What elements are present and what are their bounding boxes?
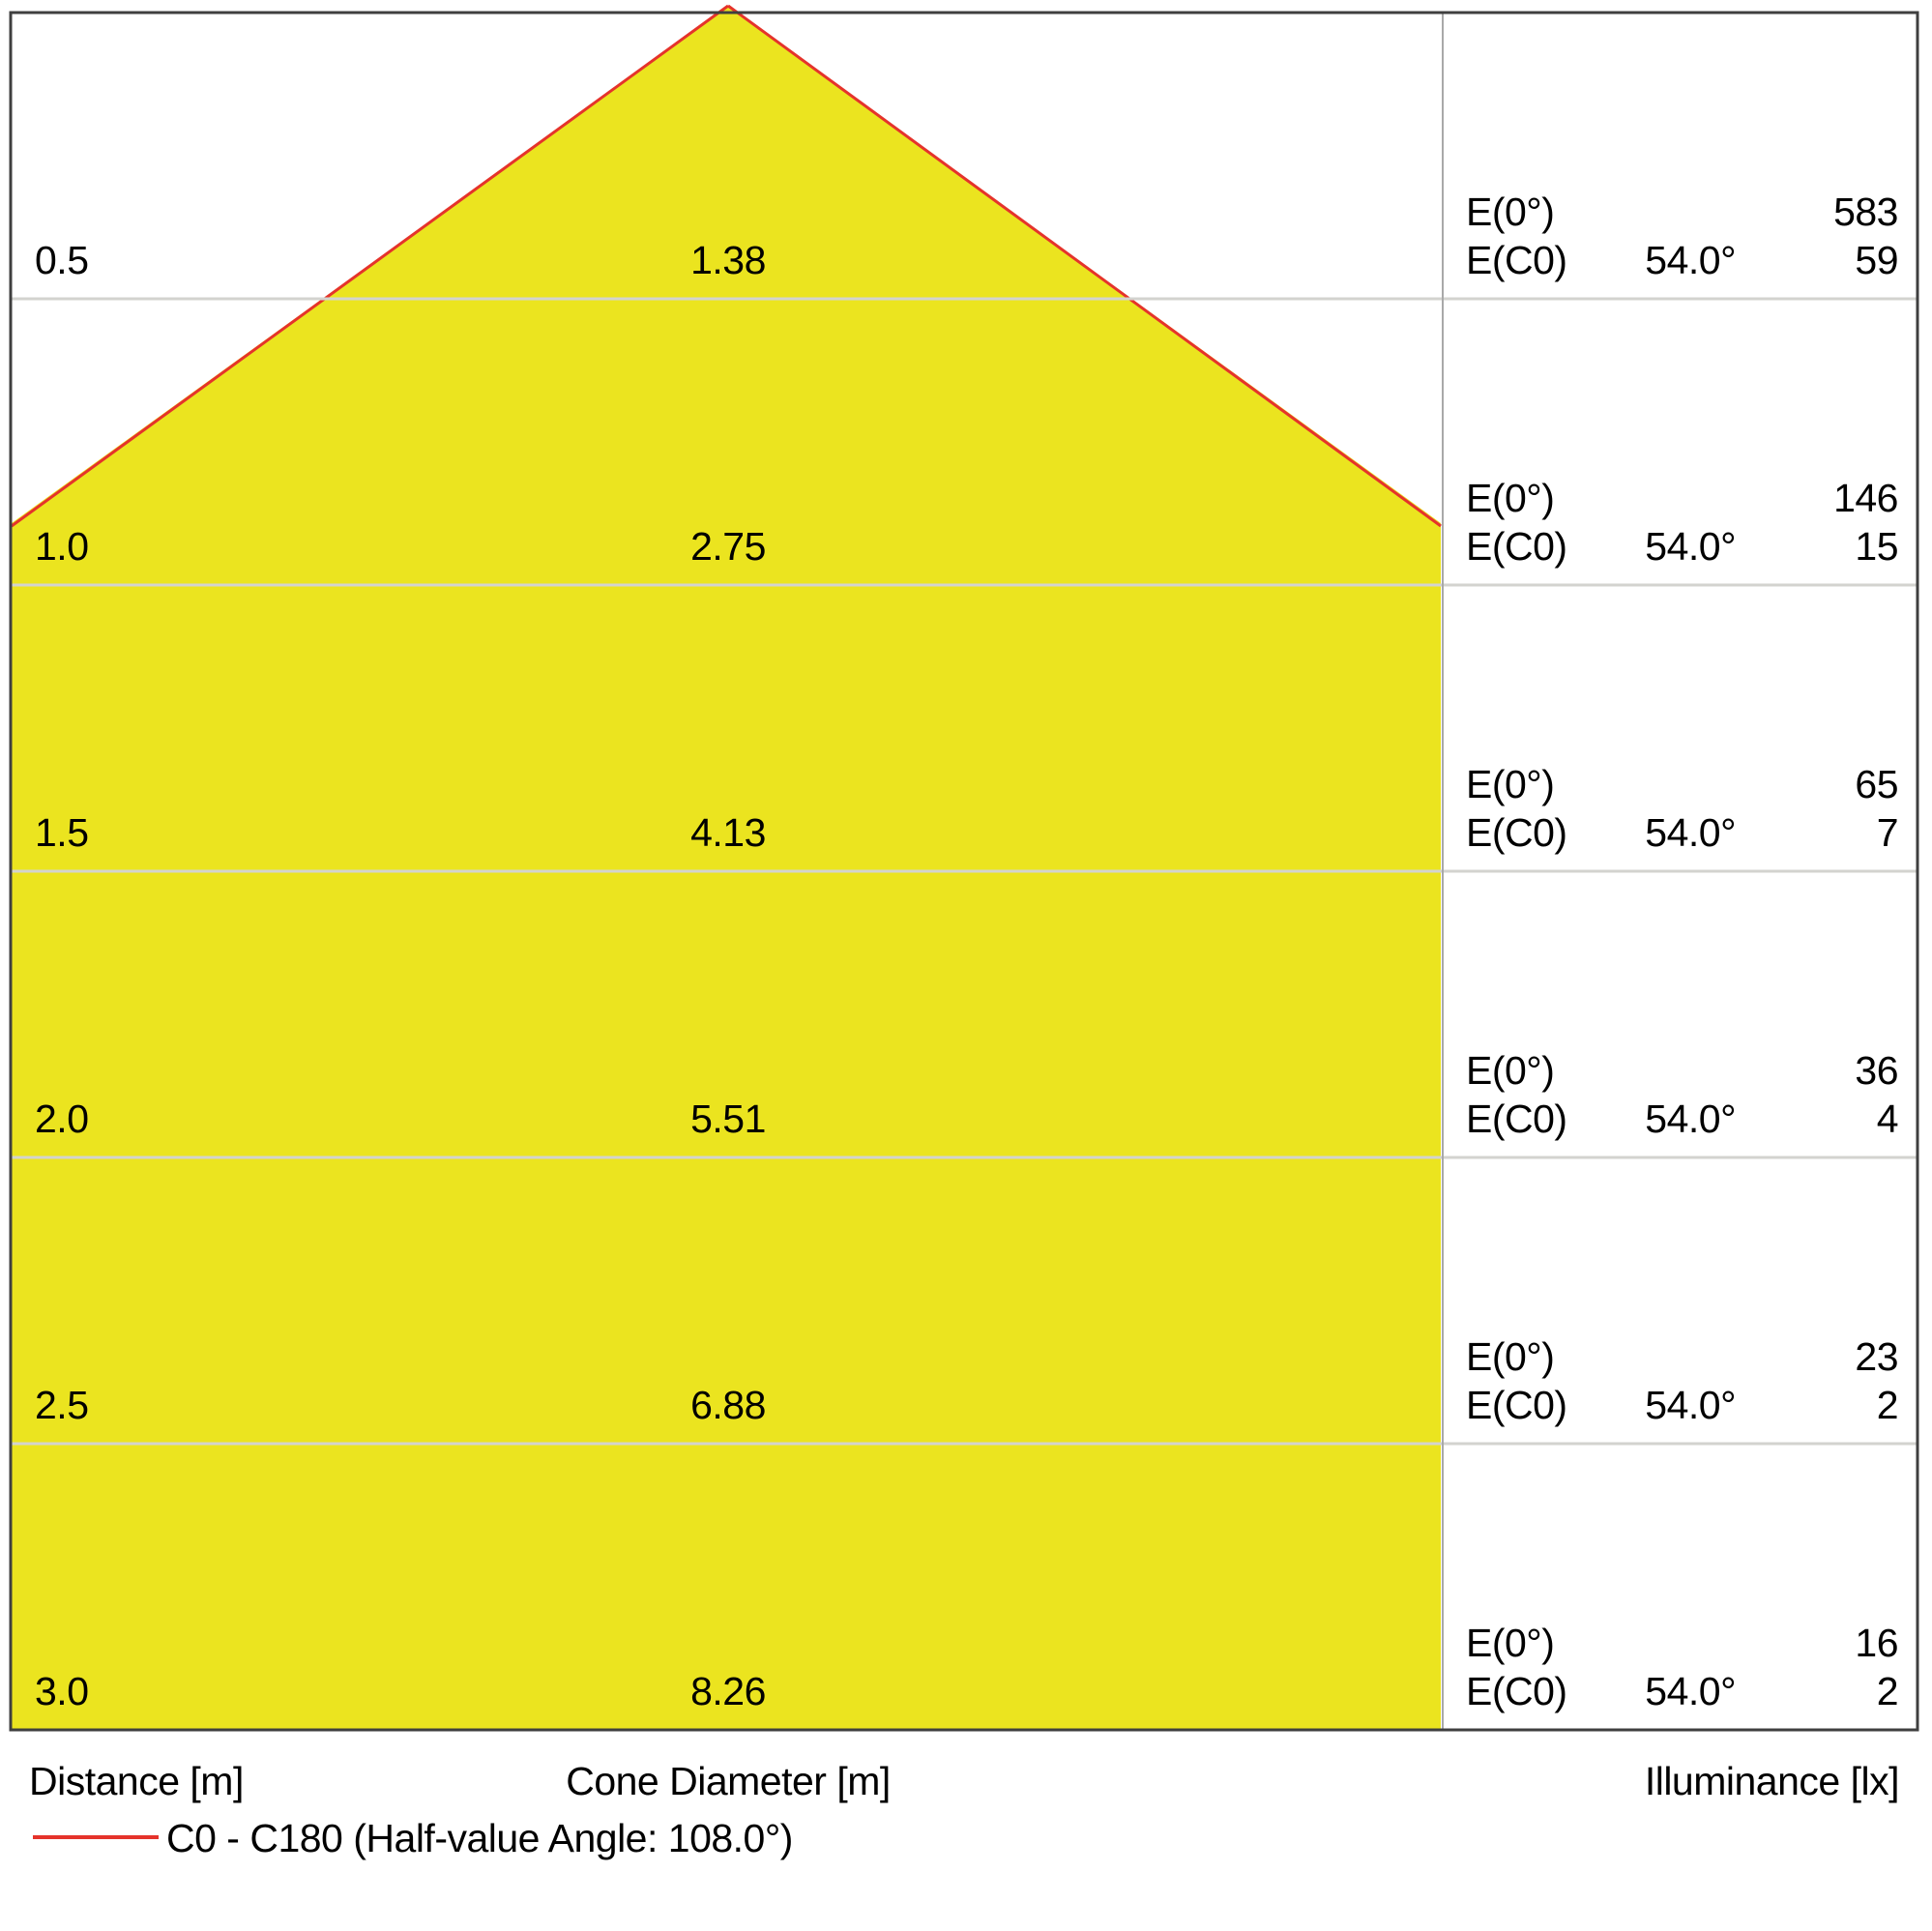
e0-value: 36 <box>1855 1048 1898 1093</box>
ec0-angle: 54.0° <box>1645 810 1736 855</box>
distance-value: 3.0 <box>35 1669 89 1713</box>
legend-label: C0 - C180 (Half-value Angle: 108.0°) <box>166 1816 793 1860</box>
ec0-angle: 54.0° <box>1645 524 1736 569</box>
cone-diameter-value: 4.13 <box>690 810 766 855</box>
ec0-value: 59 <box>1855 238 1898 282</box>
e0-value: 16 <box>1855 1621 1898 1665</box>
ec0-angle: 54.0° <box>1645 238 1736 282</box>
diagram-border <box>9 11 1919 1732</box>
e0-label: E(0°) <box>1466 1048 1555 1093</box>
light-cone-fill <box>12 6 1441 1729</box>
distance-value: 1.5 <box>35 810 89 855</box>
e0-value: 65 <box>1855 762 1898 806</box>
e0-label: E(0°) <box>1466 1621 1555 1665</box>
ec0-label: E(C0) <box>1466 524 1567 569</box>
e0-value: 146 <box>1833 476 1898 520</box>
e0-label: E(0°) <box>1466 476 1555 520</box>
ec0-angle: 54.0° <box>1645 1097 1736 1141</box>
cone-edge-left <box>11 4 729 528</box>
cone-diameter-value: 2.75 <box>690 524 766 569</box>
distance-value: 2.5 <box>35 1383 89 1427</box>
ec0-value: 2 <box>1876 1669 1899 1713</box>
legend-red-line-swatch <box>33 1835 159 1839</box>
cone-diameter-value: 8.26 <box>690 1669 766 1713</box>
distance-value: 1.0 <box>35 524 89 569</box>
ec0-label: E(C0) <box>1466 1383 1567 1427</box>
distance-grid-lines <box>12 297 1917 1446</box>
ec0-label: E(C0) <box>1466 810 1567 855</box>
distance-value: 0.5 <box>35 238 89 282</box>
cone-edge-right <box>727 4 1442 528</box>
distance-axis-label: Distance [m] <box>29 1759 244 1803</box>
cone-diameter-value: 6.88 <box>690 1383 766 1427</box>
e0-value: 583 <box>1833 190 1898 234</box>
ec0-value: 7 <box>1876 810 1899 855</box>
e0-value: 23 <box>1855 1334 1898 1379</box>
cone-diameter-value: 1.38 <box>690 238 766 282</box>
distance-value: 2.0 <box>35 1097 89 1141</box>
e0-label: E(0°) <box>1466 1334 1555 1379</box>
ec0-value: 15 <box>1855 524 1898 569</box>
cone-diameter-axis-label: Cone Diameter [m] <box>566 1759 891 1803</box>
e0-label: E(0°) <box>1466 762 1555 806</box>
ec0-angle: 54.0° <box>1645 1669 1736 1713</box>
ec0-value: 4 <box>1876 1097 1899 1141</box>
illuminance-axis-label: Illuminance [lx] <box>1644 1759 1900 1803</box>
cone-diameter-value: 5.51 <box>690 1097 766 1141</box>
ec0-value: 2 <box>1876 1383 1899 1427</box>
e0-label: E(0°) <box>1466 190 1555 234</box>
ec0-label: E(C0) <box>1466 1097 1567 1141</box>
ec0-label: E(C0) <box>1466 238 1567 282</box>
ec0-angle: 54.0° <box>1645 1383 1736 1427</box>
ec0-label: E(C0) <box>1466 1669 1567 1713</box>
